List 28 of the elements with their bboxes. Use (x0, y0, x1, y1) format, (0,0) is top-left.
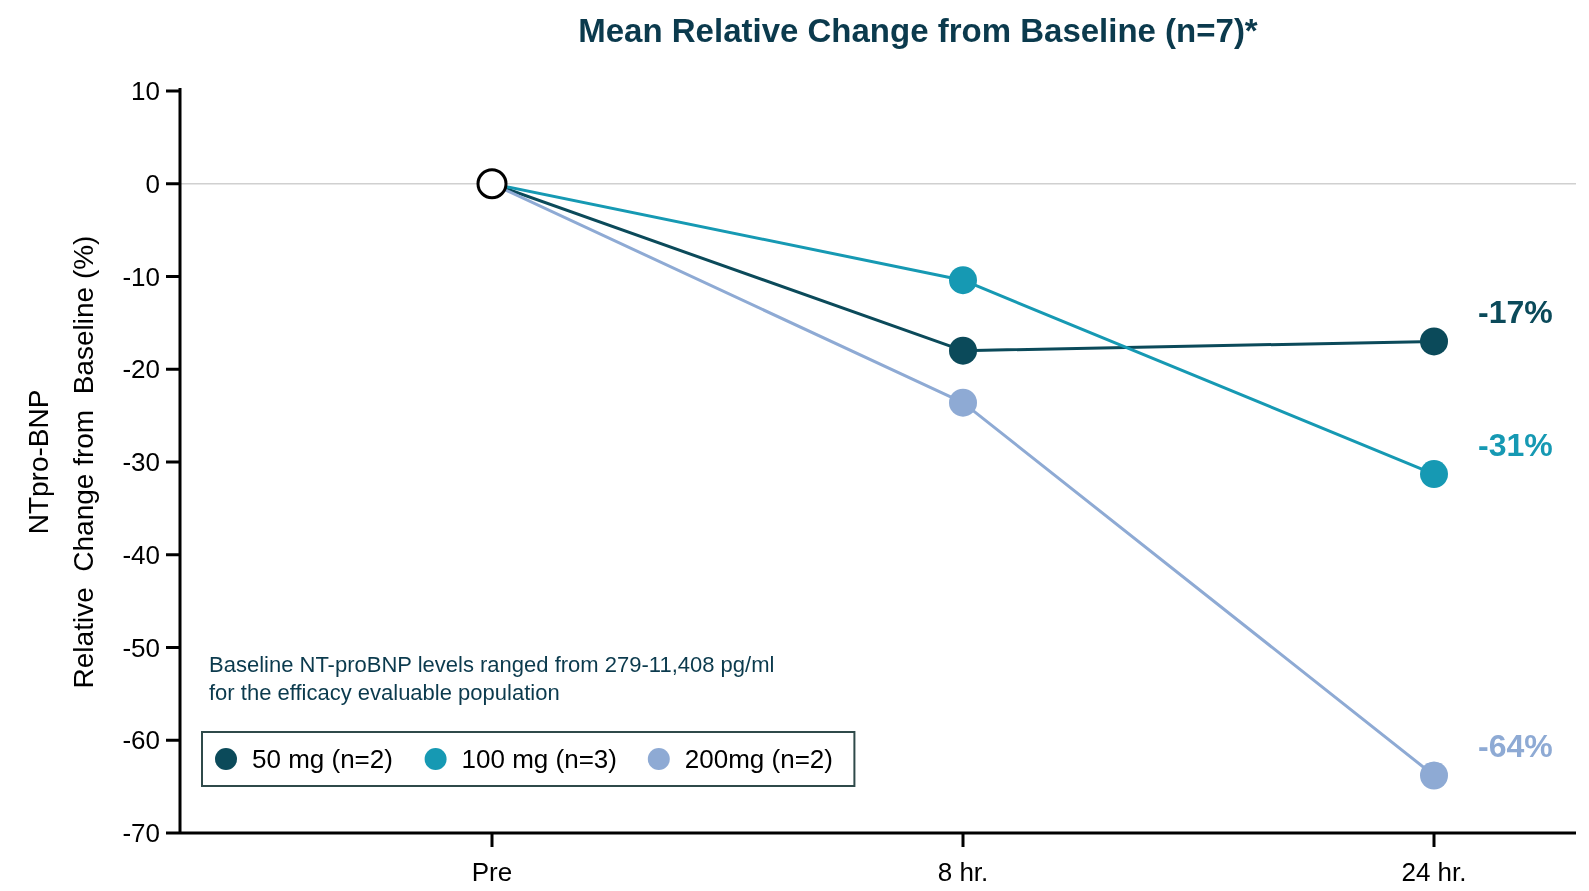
point (1420, 327, 1448, 356)
x-tick-label: Pre (471, 857, 513, 887)
y-tick-label: -20 (122, 354, 160, 385)
y-tick-label: -10 (122, 261, 160, 292)
point (476, 168, 508, 200)
point (949, 336, 977, 365)
y-axis-title: NTpro-BNP Relative Change from Baseline (%) (23, 235, 99, 689)
data-label: -17% (1478, 294, 1553, 331)
y-tick-label: 0 (145, 168, 160, 199)
annotation: Baseline NT-proBNP levels ranged from 279-11,408 pg/ml for the efficacy evaluable population (209, 652, 775, 705)
legend-label: 200mg (n=2) (684, 744, 833, 775)
data-label: -31% (1478, 427, 1553, 464)
x-tick-label: 24 hr. (1401, 857, 1467, 887)
y-tick-label: 10 (131, 76, 160, 107)
y-tick-label: -30 (122, 447, 160, 478)
legend-label: 50 mg (n=2) (252, 744, 393, 775)
point (1420, 460, 1448, 489)
x-tick-label: 8 hr. (937, 857, 989, 887)
point (1420, 761, 1448, 790)
y-tick-label: -40 (122, 539, 160, 570)
chart-title: Mean Relative Change from Baseline (n=7)* (578, 12, 1258, 49)
y-tick-label: -60 (122, 725, 160, 756)
y-tick-label: -70 (122, 818, 160, 849)
data-label: -64% (1478, 728, 1553, 765)
y-tick-label: -50 (122, 632, 160, 663)
point (949, 266, 977, 295)
legend-label: 100 mg (n=3) (461, 744, 617, 775)
point (949, 388, 977, 417)
